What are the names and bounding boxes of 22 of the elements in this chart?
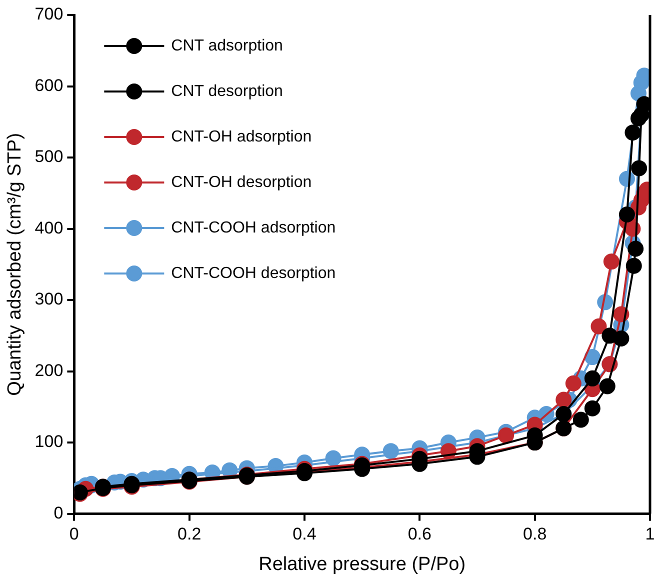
x-tick-label: 0.2 (178, 524, 202, 544)
legend-label: CNT-COOH desorption (171, 264, 336, 282)
y-tick-label: 200 (34, 360, 64, 380)
y-tick-label: 0 (54, 503, 64, 522)
legend-label: CNT-OH adsorption (171, 128, 312, 146)
x-tick-label: 1 (645, 524, 655, 544)
y-tick-label: 500 (34, 147, 64, 166)
y-tick-label: 100 (34, 432, 64, 452)
y-tick-label: 300 (34, 290, 64, 309)
x-tick-label: 0.8 (523, 524, 547, 544)
x-tick-label: 0.4 (292, 524, 316, 544)
legend-label: CNT adsorption (171, 37, 283, 54)
x-axis-title: Relative pressure (P/Po) (258, 554, 466, 575)
legend-label: CNT-OH desorption (171, 174, 312, 191)
legend-label: CNT-COOH adsorption (171, 219, 336, 236)
legend-label: CNT desorption (171, 82, 283, 100)
y-tick-label: 600 (34, 76, 64, 95)
y-axis-title: Quantity adsorbed (cm³/g STP) (4, 132, 26, 396)
y-tick-label: 700 (34, 4, 64, 24)
x-tick-label: 0 (69, 524, 79, 544)
x-tick-label: 0.6 (408, 524, 432, 544)
y-tick-label: 400 (34, 218, 64, 238)
